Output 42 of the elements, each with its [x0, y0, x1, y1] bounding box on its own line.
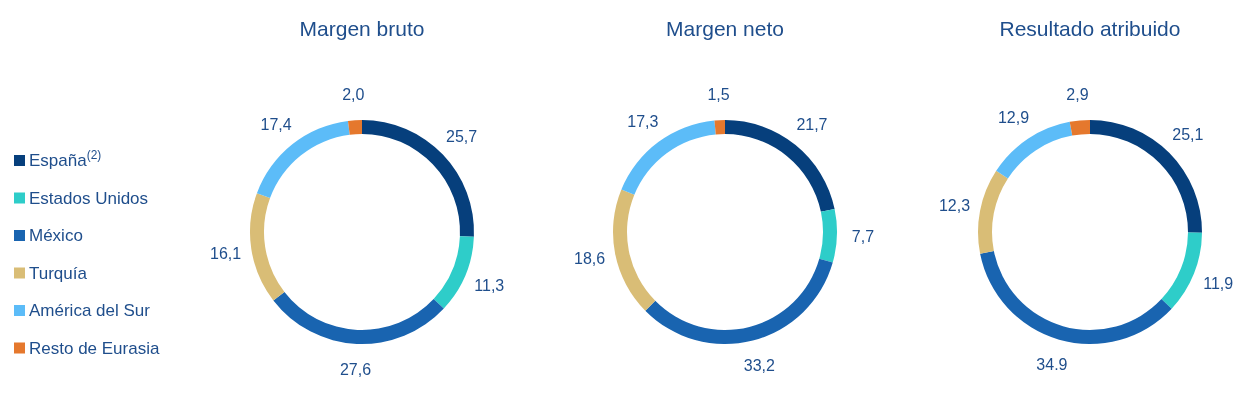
data-label: 16,1 [210, 244, 242, 262]
donut-slice [347, 120, 362, 135]
data-label: 12,9 [997, 108, 1030, 126]
data-label: 2,0 [342, 85, 365, 103]
legend-label: América del Sur [29, 301, 151, 320]
data-label: 27,6 [339, 361, 372, 379]
donut-slice [433, 236, 474, 309]
donut-slice [725, 120, 835, 212]
donut-slice [613, 189, 656, 311]
data-label: 17,4 [260, 115, 292, 133]
donut-slice [1090, 120, 1202, 233]
chart-title: Resultado atribuido [999, 17, 1181, 40]
data-label: 21,7 [796, 116, 828, 134]
data-label: 25,7 [446, 128, 478, 146]
data-label: 34.9 [1036, 356, 1068, 374]
donut-slice [819, 208, 837, 263]
donut-slice [250, 193, 285, 301]
data-label: 25,1 [1172, 126, 1204, 144]
donut-slice [645, 258, 833, 344]
donut-slice [1161, 232, 1202, 309]
chart-title: Margen neto [666, 17, 784, 40]
data-label: 11,3 [474, 276, 505, 294]
chart-title: Margen bruto [299, 17, 425, 40]
legend-label: Resto de Eurasia [29, 338, 160, 358]
legend-label: México [29, 226, 83, 245]
donut-slice [273, 291, 444, 344]
donut-slice [256, 120, 350, 199]
legend-label: España$^{(2)}$ [29, 148, 102, 170]
legend-label: Turquía [29, 263, 88, 283]
data-label: 7,7 [851, 228, 875, 246]
legend-label: Estados Unidos [29, 188, 149, 208]
donut-slice [714, 120, 725, 135]
data-label: 12,3 [938, 197, 971, 215]
data-label: 33,2 [743, 357, 775, 375]
donut-slice [980, 250, 1172, 344]
data-label: 11,9 [1203, 274, 1234, 292]
data-label: 17,3 [627, 112, 659, 130]
donut-slice [978, 170, 1008, 254]
data-label: 18,6 [574, 250, 606, 268]
data-label: 2,9 [1066, 86, 1089, 104]
data-label: 1,5 [707, 85, 730, 103]
donut-slice [1069, 120, 1090, 136]
